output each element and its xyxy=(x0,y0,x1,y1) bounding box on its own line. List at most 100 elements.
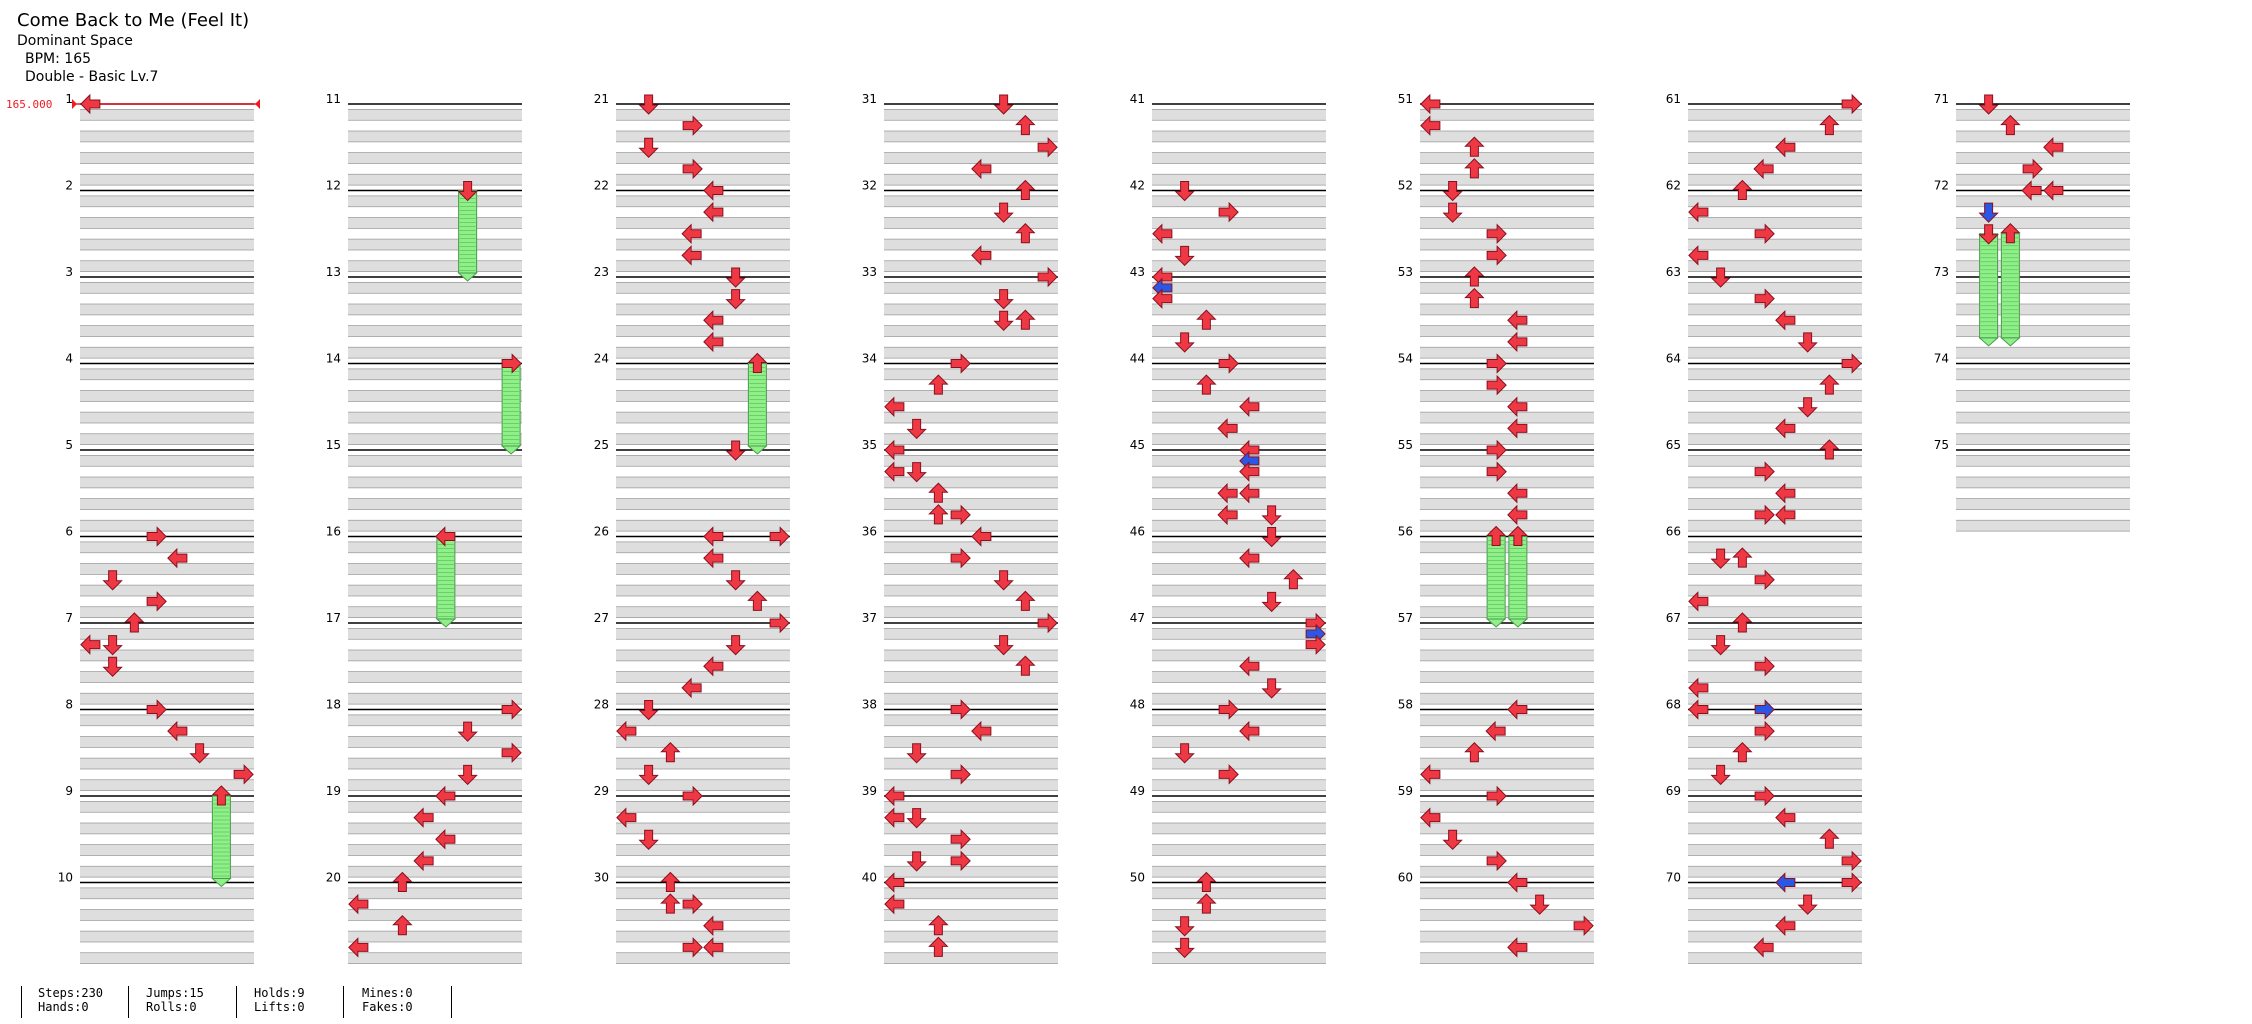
arrow-shape xyxy=(501,699,522,720)
beat-band xyxy=(1688,714,1862,726)
arrow-shape xyxy=(681,245,702,266)
arrow-shape xyxy=(1486,374,1507,396)
arrow-shape xyxy=(928,915,949,936)
beat-band xyxy=(1152,433,1326,445)
arrow-shape xyxy=(638,94,659,115)
beat-band xyxy=(616,239,790,250)
measure-number: 3 xyxy=(65,265,73,279)
measure-number: 9 xyxy=(65,784,73,798)
arrow-note xyxy=(884,807,905,828)
measure-number: 65 xyxy=(1666,438,1681,452)
arrow-shape xyxy=(1174,181,1195,202)
arrow-shape xyxy=(1754,223,1775,244)
arrow-note xyxy=(638,137,659,158)
arrow-shape xyxy=(2043,180,2064,201)
arrow-shape xyxy=(703,937,724,958)
measure-number: 50 xyxy=(1130,871,1145,885)
arrow-note xyxy=(167,720,188,742)
arrow-shape xyxy=(928,374,949,395)
measure-number: 11 xyxy=(326,92,341,106)
beat-band xyxy=(1688,152,1862,164)
beat-band xyxy=(884,260,1058,272)
beat-band xyxy=(348,606,522,618)
measure-number: 35 xyxy=(862,438,877,452)
beat-band xyxy=(884,174,1058,186)
arrow-note xyxy=(928,936,949,957)
arrow-shape xyxy=(906,418,927,440)
measure-number: 56 xyxy=(1398,525,1413,539)
measure-number: 46 xyxy=(1130,525,1145,539)
arrow-shape xyxy=(703,656,724,677)
beat-band xyxy=(616,282,790,294)
beat-band xyxy=(80,714,254,726)
measure: 14 xyxy=(326,352,522,445)
arrow-note xyxy=(1217,418,1238,439)
measure-number: 25 xyxy=(594,438,609,452)
beat-band xyxy=(348,433,522,445)
measure: 68 xyxy=(1666,698,1862,791)
measure: 28 xyxy=(594,698,790,791)
measure: 40 xyxy=(862,871,1058,964)
arrow-note xyxy=(1529,894,1550,915)
measure-number: 23 xyxy=(594,265,609,279)
arrow-note xyxy=(124,612,145,633)
arrow-shape xyxy=(1239,656,1260,677)
arrow-shape xyxy=(1688,699,1709,720)
beat-band xyxy=(1420,844,1594,856)
arrow-shape xyxy=(435,829,456,850)
arrow-shape xyxy=(1710,267,1731,288)
arrow-shape xyxy=(1037,612,1058,634)
beat-band xyxy=(348,347,522,359)
beat-band xyxy=(1956,455,2130,467)
arrow-note xyxy=(747,590,768,611)
beat-band xyxy=(884,671,1058,683)
arrow-shape xyxy=(1420,93,1441,115)
arrow-shape xyxy=(1174,937,1195,959)
arrow-shape xyxy=(638,137,659,158)
arrow-shape xyxy=(1015,114,1036,136)
arrow-shape xyxy=(413,807,434,828)
measure-number: 58 xyxy=(1398,698,1413,712)
beat-band xyxy=(884,412,1058,423)
arrow-shape xyxy=(1174,916,1195,937)
arrow-note xyxy=(1775,504,1796,526)
measure: 38 xyxy=(862,698,1058,791)
beat-band xyxy=(884,585,1058,596)
measure: 48 xyxy=(1130,698,1326,791)
arrow-shape xyxy=(1819,374,1840,395)
beat-band xyxy=(80,455,254,467)
beat-band xyxy=(1152,520,1326,532)
beat-band xyxy=(1956,368,2130,380)
arrow-shape xyxy=(348,937,369,958)
arrow-shape xyxy=(703,526,724,547)
arrow-note xyxy=(1152,223,1173,244)
arrow-note xyxy=(1261,527,1282,548)
arrow-shape xyxy=(1775,418,1796,439)
measure-number: 19 xyxy=(326,784,341,798)
measure: 19 xyxy=(326,784,522,878)
arrow-shape xyxy=(1015,655,1036,676)
beat-band xyxy=(1152,498,1326,510)
beat-band xyxy=(1420,347,1594,359)
beat-band xyxy=(1152,887,1326,899)
arrow-note xyxy=(392,871,413,892)
beat-band xyxy=(884,628,1058,640)
measure: 2 xyxy=(65,179,254,272)
arrow-note xyxy=(1420,807,1441,828)
arrow-note xyxy=(1174,916,1195,937)
beat-band xyxy=(80,282,254,294)
measure-number: 47 xyxy=(1130,611,1145,625)
beat-band xyxy=(1152,909,1326,921)
beat-band xyxy=(616,477,790,488)
beat-band xyxy=(80,498,254,510)
beat-band xyxy=(1420,909,1594,921)
measure: 65 xyxy=(1666,438,1862,532)
arrow-shape xyxy=(638,764,659,786)
arrow-shape xyxy=(950,764,971,785)
arrow-shape xyxy=(1819,828,1840,849)
beat-band xyxy=(616,304,790,315)
arrow-shape xyxy=(1754,720,1775,742)
arrow-shape xyxy=(146,591,167,612)
beat-band xyxy=(80,368,254,380)
arrow-shape xyxy=(950,699,971,720)
